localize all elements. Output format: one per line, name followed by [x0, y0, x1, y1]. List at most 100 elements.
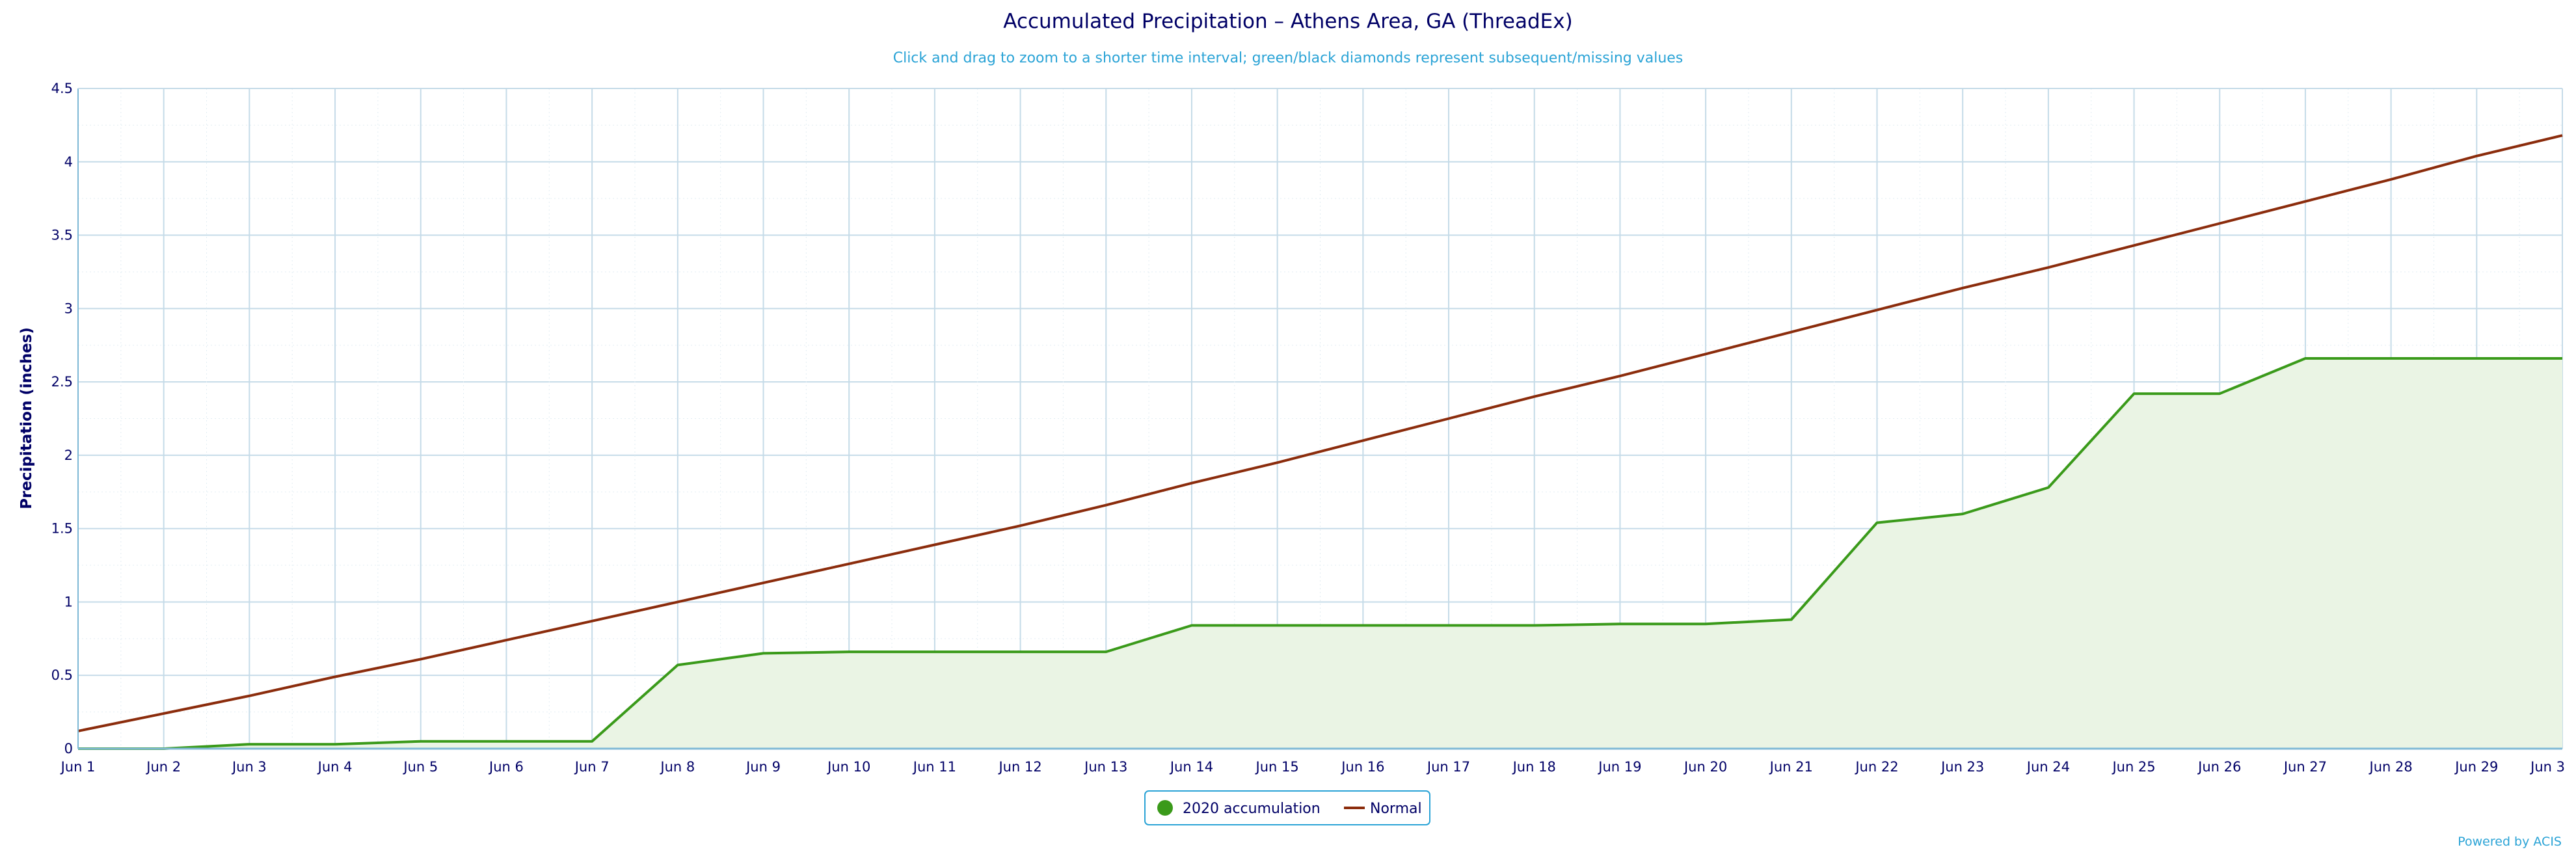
- data-point-2020-accumulation[interactable]: [1873, 519, 1881, 527]
- data-point-normal[interactable]: [588, 617, 596, 625]
- data-point-normal[interactable]: [1959, 284, 1966, 292]
- data-point-2020-accumulation[interactable]: [931, 648, 939, 656]
- x-tick-label: Jun 25: [2111, 759, 2155, 775]
- y-tick-label: 1: [64, 594, 73, 609]
- data-point-normal[interactable]: [1445, 415, 1453, 423]
- x-tick-label: Jun 3: [231, 759, 267, 775]
- data-point-normal[interactable]: [2216, 220, 2223, 228]
- y-tick-label: 2: [64, 448, 73, 463]
- legend[interactable]: 2020 accumulation Normal: [1144, 790, 1430, 825]
- data-point-normal[interactable]: [1188, 479, 1196, 487]
- series-line-2020-accumulation[interactable]: [78, 357, 2562, 750]
- data-point-2020-accumulation[interactable]: [674, 661, 682, 669]
- x-tick-label: Jun 19: [1597, 759, 1641, 775]
- data-point-2020-accumulation[interactable]: [588, 738, 596, 745]
- y-tick-label: 4.5: [51, 81, 73, 96]
- chart-title: Accumulated Precipitation – Athens Area,…: [1003, 10, 1572, 33]
- data-point-2020-accumulation[interactable]: [2387, 354, 2395, 362]
- data-point-normal[interactable]: [1102, 502, 1110, 509]
- y-axis-ticks: 0 0.5 1 1.5 2 2.5 3 3.5 4 4.5: [51, 81, 73, 756]
- y-tick-label: 0.5: [51, 667, 73, 683]
- data-point-normal[interactable]: [2045, 263, 2052, 271]
- data-point-normal[interactable]: [845, 560, 853, 568]
- data-point-2020-accumulation[interactable]: [845, 648, 853, 656]
- data-point-normal[interactable]: [1359, 436, 1367, 444]
- x-tick-label: Jun 11: [912, 759, 956, 775]
- series-area-2020-accumulation: [78, 358, 2562, 749]
- x-tick-label: Jun 14: [1169, 759, 1213, 775]
- data-point-2020-accumulation[interactable]: [417, 738, 425, 745]
- data-point-normal[interactable]: [1274, 459, 1281, 466]
- x-tick-label: Jun 10: [826, 759, 870, 775]
- data-point-normal[interactable]: [1702, 350, 1710, 358]
- data-point-2020-accumulation[interactable]: [1188, 622, 1196, 630]
- data-point-2020-accumulation[interactable]: [331, 740, 339, 748]
- data-point-normal[interactable]: [1531, 393, 1538, 401]
- data-point-normal[interactable]: [1616, 372, 1624, 380]
- data-point-2020-accumulation[interactable]: [1274, 622, 1281, 630]
- data-point-2020-accumulation[interactable]: [245, 740, 253, 748]
- data-point-2020-accumulation[interactable]: [1531, 622, 1538, 630]
- data-point-normal[interactable]: [674, 598, 682, 606]
- data-point-normal[interactable]: [245, 692, 253, 700]
- x-tick-label: Jun 1: [60, 759, 96, 775]
- data-point-2020-accumulation[interactable]: [502, 738, 510, 745]
- data-point-2020-accumulation[interactable]: [2473, 354, 2480, 362]
- x-tick-label: Jun 18: [1512, 759, 1556, 775]
- data-point-2020-accumulation[interactable]: [1359, 622, 1367, 630]
- data-point-2020-accumulation[interactable]: [1102, 648, 1110, 656]
- data-point-normal[interactable]: [1788, 328, 1795, 336]
- x-tick-label: Jun 15: [1255, 759, 1299, 775]
- x-tick-label: Jun 2: [145, 759, 181, 775]
- chart-subtitle: Click and drag to zoom to a shorter time…: [893, 50, 1684, 66]
- x-tick-label: Jun 24: [2026, 759, 2070, 775]
- data-point-normal[interactable]: [931, 541, 939, 549]
- data-point-normal[interactable]: [331, 673, 339, 681]
- data-point-2020-accumulation[interactable]: [1616, 620, 1624, 628]
- y-axis-label: Precipitation (inches): [18, 327, 35, 509]
- x-tick-label: Jun 12: [997, 759, 1041, 775]
- data-point-normal[interactable]: [2301, 198, 2309, 206]
- x-tick-label: Jun 6: [488, 759, 524, 775]
- data-point-normal[interactable]: [2130, 241, 2138, 249]
- legend-item-2020-accumulation[interactable]: 2020 accumulation: [1157, 800, 1321, 817]
- data-point-normal[interactable]: [760, 579, 768, 587]
- x-tick-label: Jun 3: [2529, 759, 2565, 775]
- data-point-normal[interactable]: [160, 710, 168, 717]
- data-point-normal[interactable]: [1873, 306, 1881, 314]
- data-point-2020-accumulation[interactable]: [2216, 390, 2223, 397]
- data-point-normal[interactable]: [1017, 522, 1025, 529]
- data-point-2020-accumulation[interactable]: [1017, 648, 1025, 656]
- data-point-2020-accumulation[interactable]: [1788, 616, 1795, 624]
- x-tick-label: Jun 17: [1426, 759, 1470, 775]
- x-tick-label: Jun 8: [659, 759, 695, 775]
- data-point-2020-accumulation[interactable]: [760, 649, 768, 657]
- y-tick-label: 4: [64, 154, 73, 170]
- y-tick-label: 2.5: [51, 374, 73, 390]
- x-tick-label: Jun 16: [1340, 759, 1384, 775]
- data-point-2020-accumulation[interactable]: [2301, 354, 2309, 362]
- legend-label-2020-accumulation: 2020 accumulation: [1183, 801, 1321, 817]
- legend-box: [1144, 790, 1430, 825]
- data-point-normal[interactable]: [2558, 131, 2566, 139]
- x-tick-label: Jun 23: [1940, 759, 1984, 775]
- x-tick-label: Jun 9: [745, 759, 781, 775]
- data-point-2020-accumulation[interactable]: [1445, 622, 1453, 630]
- data-point-normal[interactable]: [502, 636, 510, 644]
- axes: [77, 88, 2562, 750]
- data-point-normal[interactable]: [417, 655, 425, 663]
- data-point-2020-accumulation[interactable]: [2130, 390, 2138, 397]
- credit-link[interactable]: Powered by ACIS: [2458, 835, 2562, 849]
- data-point-normal[interactable]: [2473, 152, 2480, 160]
- series-line-normal[interactable]: [77, 134, 2563, 732]
- data-point-normal[interactable]: [2387, 176, 2395, 183]
- series-layer: [77, 131, 2566, 750]
- data-point-2020-accumulation[interactable]: [2045, 484, 2052, 492]
- x-tick-label: Jun 21: [1769, 759, 1813, 775]
- data-point-2020-accumulation[interactable]: [2558, 354, 2566, 362]
- data-point-2020-accumulation[interactable]: [1959, 510, 1966, 518]
- legend-item-normal[interactable]: Normal: [1344, 801, 1422, 817]
- data-point-2020-accumulation[interactable]: [1702, 620, 1710, 628]
